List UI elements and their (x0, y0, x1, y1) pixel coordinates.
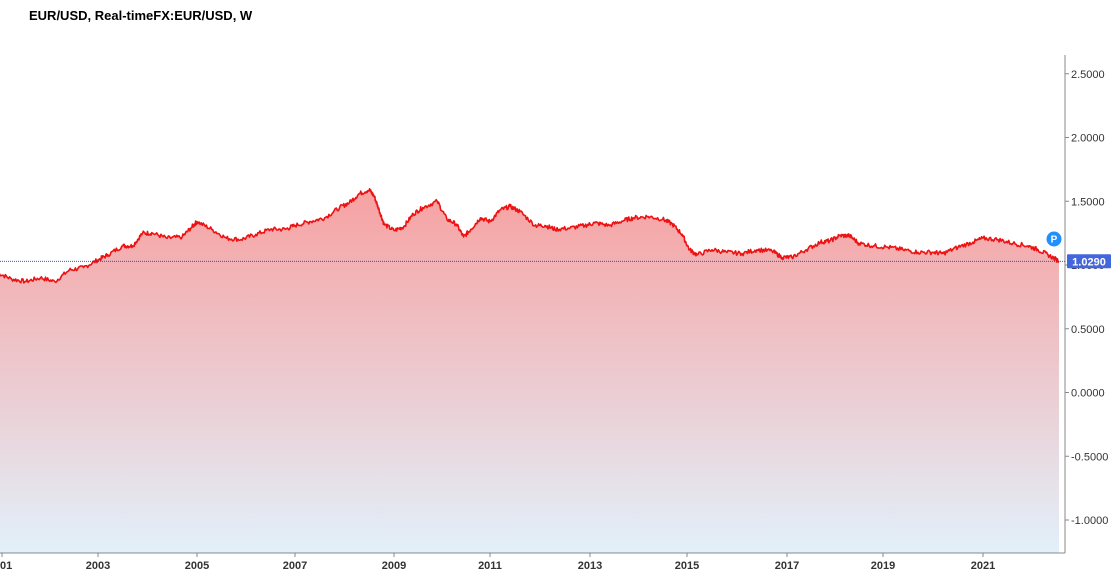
area-fill (0, 188, 1059, 553)
x-tick-label: 2007 (283, 560, 307, 572)
x-tick-label: 2011 (478, 560, 502, 572)
chart-title: EUR/USD, Real-timeFX:EUR/USD, W (29, 8, 253, 23)
x-tick-label: 2009 (382, 560, 406, 572)
y-tick-label: -1.0000 (1071, 515, 1108, 527)
x-tick-label: 2003 (86, 560, 110, 572)
x-tick-label: 2019 (871, 560, 895, 572)
event-marker-label: P (1051, 235, 1058, 246)
x-tick-label: 2017 (775, 560, 799, 572)
y-tick-label: 2.5000 (1071, 69, 1105, 81)
x-tick-label: 2005 (185, 560, 209, 572)
x-tick-label: 2015 (675, 560, 699, 572)
last-value-badge (1067, 254, 1111, 269)
event-marker-icon[interactable] (1046, 231, 1062, 247)
y-tick-label: 2.0000 (1071, 133, 1105, 145)
x-tick-label: 2021 (971, 560, 995, 572)
series-line[interactable] (0, 188, 1060, 284)
x-tick-label: 2013 (578, 560, 602, 572)
y-tick-label: 1.5000 (1071, 196, 1105, 208)
y-tick-label: 0.0000 (1071, 388, 1105, 400)
y-tick-label: -0.5000 (1071, 451, 1108, 463)
last-value-label: 1.0290 (1072, 256, 1106, 268)
y-tick-label: 0.5000 (1071, 324, 1105, 336)
x-tick-label: 01 (0, 560, 12, 572)
